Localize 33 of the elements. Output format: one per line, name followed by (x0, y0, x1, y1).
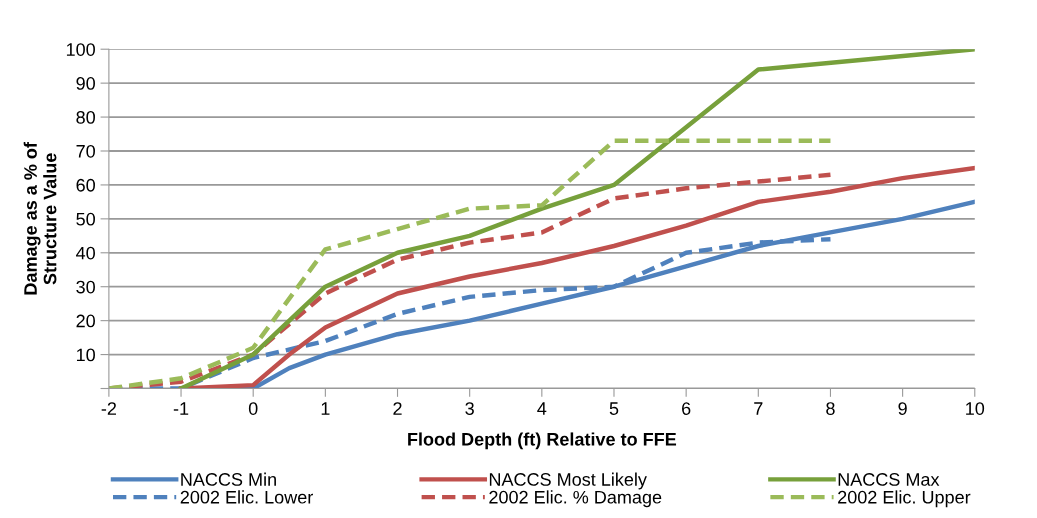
x-tick-label: -2 (101, 402, 117, 415)
x-tick-label: 10 (966, 402, 985, 415)
y-tick-label: 100 (66, 43, 95, 56)
y-tick-label: 70 (76, 144, 95, 158)
x-tick-label: 7 (754, 402, 763, 415)
x-tick-label: -1 (173, 402, 189, 415)
legend-label: 2002 Elic. % Damage (489, 490, 662, 508)
y-tick-label: 60 (76, 178, 95, 192)
x-tick-label: 4 (537, 402, 547, 415)
x-tick-label: 5 (609, 402, 619, 415)
legend-label: NACCS Min (181, 472, 276, 486)
y-tick-label: 50 (76, 212, 95, 226)
line-series (178, 49, 975, 389)
legend-label: 2002 Elic. Upper (838, 490, 971, 508)
x-tick-label: 8 (826, 402, 835, 415)
y-tick-label: 10 (76, 348, 95, 362)
legend-label: NACCS Max (838, 473, 940, 486)
x-axis-title: Flood Depth (ft) Relative to FFE (408, 432, 677, 450)
x-tick-label: 2 (393, 402, 402, 415)
line-series (178, 165, 975, 389)
y-tick-label: 30 (76, 280, 95, 294)
x-tick-label: 0 (248, 402, 258, 415)
x-tick-label: 9 (898, 402, 907, 415)
x-tick-label: 1 (321, 402, 330, 415)
y-tick-label: 40 (76, 246, 95, 260)
legend-label: NACCS Most Likely (489, 472, 647, 490)
legend-label: 2002 Elic. Lower (180, 490, 313, 504)
x-tick-label: 3 (465, 402, 474, 415)
y-tick-label: 90 (76, 77, 95, 90)
y-tick-label: 80 (76, 111, 95, 124)
y-axis-title: Damage as a % of Structure Value (23, 142, 57, 295)
y-tick-label: 20 (76, 314, 95, 328)
x-tick-label: 6 (682, 402, 691, 415)
